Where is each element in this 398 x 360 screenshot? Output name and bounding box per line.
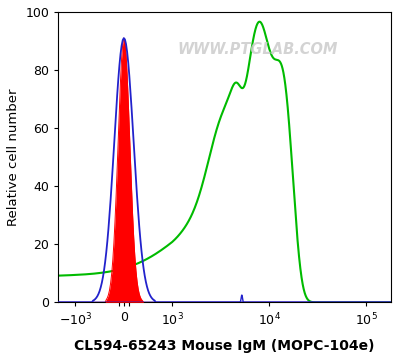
- X-axis label: CL594-65243 Mouse IgM (MOPC-104e): CL594-65243 Mouse IgM (MOPC-104e): [74, 339, 375, 353]
- Text: WWW.PTGLAB.COM: WWW.PTGLAB.COM: [178, 42, 338, 57]
- Y-axis label: Relative cell number: Relative cell number: [7, 89, 20, 226]
